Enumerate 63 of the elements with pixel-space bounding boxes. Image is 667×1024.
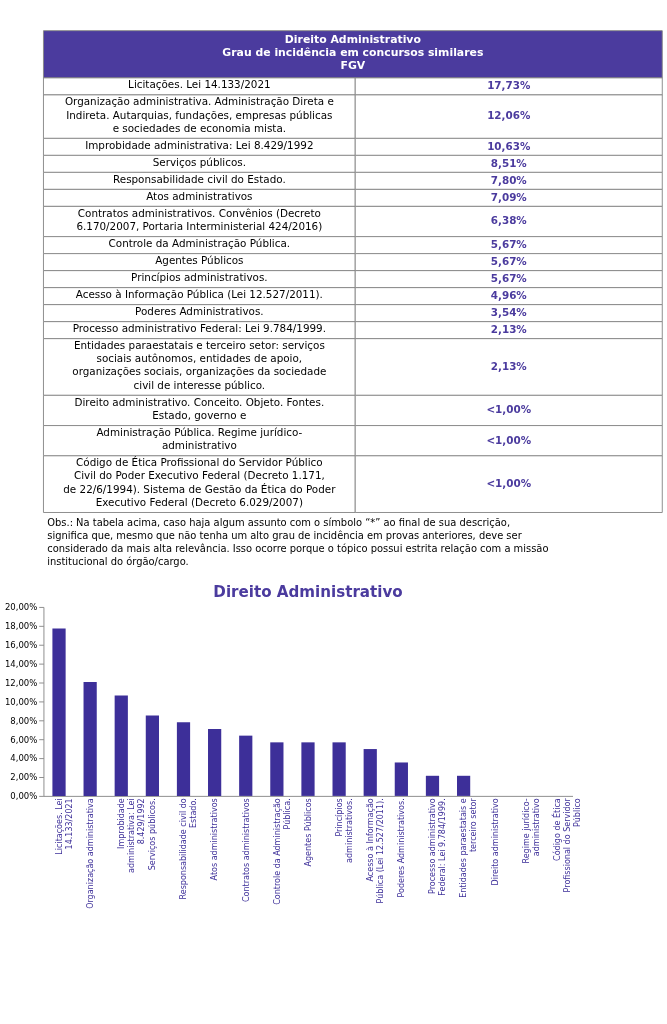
bar bbox=[208, 728, 222, 796]
y-tick-label: 16,00% bbox=[4, 640, 38, 651]
text: Grau de incidência em concursos similares FGV bbox=[222, 46, 484, 73]
bar bbox=[176, 722, 191, 796]
category-label: Contratos administrativos. Convênios (Decreto 6.170/2007, Portaria Interministerial 424/2016) bbox=[76, 206, 323, 232]
y-tick-label: 12,00% bbox=[4, 677, 38, 688]
bar bbox=[52, 628, 66, 796]
y-tick-label: 20,00% bbox=[4, 602, 38, 613]
bar bbox=[114, 695, 128, 796]
bar bbox=[239, 735, 253, 796]
text: <1,00% bbox=[486, 433, 532, 446]
text: <1,00% bbox=[486, 476, 532, 489]
category-label: Agentes Públicos bbox=[155, 254, 244, 267]
y-tick-label: 14,00% bbox=[4, 658, 38, 669]
bar bbox=[83, 681, 97, 796]
text: 2,13% bbox=[490, 322, 527, 335]
category-label: Entidades paraestatais e terceiro setor: serviços sociais autônomos, entidades de apoio, organizações sociais, organizações da sociedade civil de interesse público. bbox=[72, 339, 327, 391]
bar bbox=[301, 742, 315, 796]
y-tick-label: 2,00% bbox=[10, 772, 38, 783]
category-label: Controle da Administração Pública. bbox=[108, 237, 291, 250]
category-label: Serviços públicos. bbox=[152, 155, 246, 168]
text: 5,67% bbox=[490, 237, 527, 250]
bar bbox=[145, 715, 159, 796]
category-label: Atos administrativos bbox=[146, 189, 253, 202]
bar bbox=[332, 742, 346, 796]
bar bbox=[270, 742, 284, 796]
text: 2,13% bbox=[490, 359, 527, 372]
y-tick-label: 18,00% bbox=[4, 621, 38, 632]
bar bbox=[456, 775, 471, 796]
text: Direito Administrativo bbox=[284, 32, 421, 46]
text: 10,63% bbox=[487, 139, 531, 152]
category-label: Poderes Administrativos. bbox=[135, 305, 264, 318]
category-label: Processo administrativo Federal: Lei 9.784/1999. bbox=[72, 322, 327, 335]
category-label: Administração Pública. Regime jurídico-administrativo bbox=[96, 425, 303, 452]
category-label: Direito administrativo. Conceito. Objeto. Fontes. Estado, governo e bbox=[74, 395, 325, 421]
y-tick-label: 0,00% bbox=[10, 791, 38, 802]
text: <1,00% bbox=[486, 403, 532, 416]
y-tick-label: 8,00% bbox=[10, 715, 38, 726]
text: 7,09% bbox=[490, 190, 527, 203]
text: 5,67% bbox=[490, 254, 527, 267]
y-tick-label: 6,00% bbox=[10, 734, 38, 745]
bar bbox=[363, 749, 377, 796]
category-label: Acesso à Informação Pública (Lei 12.527/2011). bbox=[75, 288, 323, 301]
bar bbox=[425, 775, 440, 796]
text: 6,38% bbox=[490, 214, 527, 227]
text: Obs.: Na tabela acima, caso haja algum assunto com o símbolo “*” ao final de sua descrição, significa que, mesmo que não tenha um alto grau de incidência em provas anteriores, deve ser considerado da mais alta relevância. Isso ocorre porque o tópico possui estrita relação com a missão institucional do órgão/cargo. bbox=[47, 516, 549, 568]
category-label: Código de Ética Profissional do Servidor Público Civil do Poder Executivo Federal (Decreto 1.171, de 22/6/1994). Sistema de Gestão da Ética do Poder Executivo Federal (Decreto 6.029/2007) bbox=[63, 456, 337, 508]
chart-title: Direito Administrativo bbox=[213, 582, 403, 601]
y-tick-label: 10,00% bbox=[4, 696, 38, 707]
text: 4,96% bbox=[490, 288, 527, 301]
text: 5,67% bbox=[490, 271, 527, 284]
text: 7,80% bbox=[490, 173, 527, 186]
text: 8,51% bbox=[490, 156, 527, 169]
text: 12,06% bbox=[487, 109, 531, 122]
text: 3,54% bbox=[490, 305, 527, 318]
category-label: Licitações. Lei 14.133/2021 bbox=[128, 78, 271, 91]
category-label: Organização administrativa. Administração Direta e Indireta. Autarquias, fundações, empresas públicas e sociedades de economia mista. bbox=[64, 95, 334, 134]
category-label: Improbidade administrativa: Lei 8.429/1992 bbox=[85, 138, 314, 151]
text: 17,73% bbox=[487, 79, 531, 92]
y-tick-label: 4,00% bbox=[10, 753, 38, 764]
category-label: Responsabilidade civil do Estado. bbox=[112, 172, 286, 185]
category-label: Princípios administrativos. bbox=[131, 271, 268, 284]
bar bbox=[394, 762, 408, 796]
